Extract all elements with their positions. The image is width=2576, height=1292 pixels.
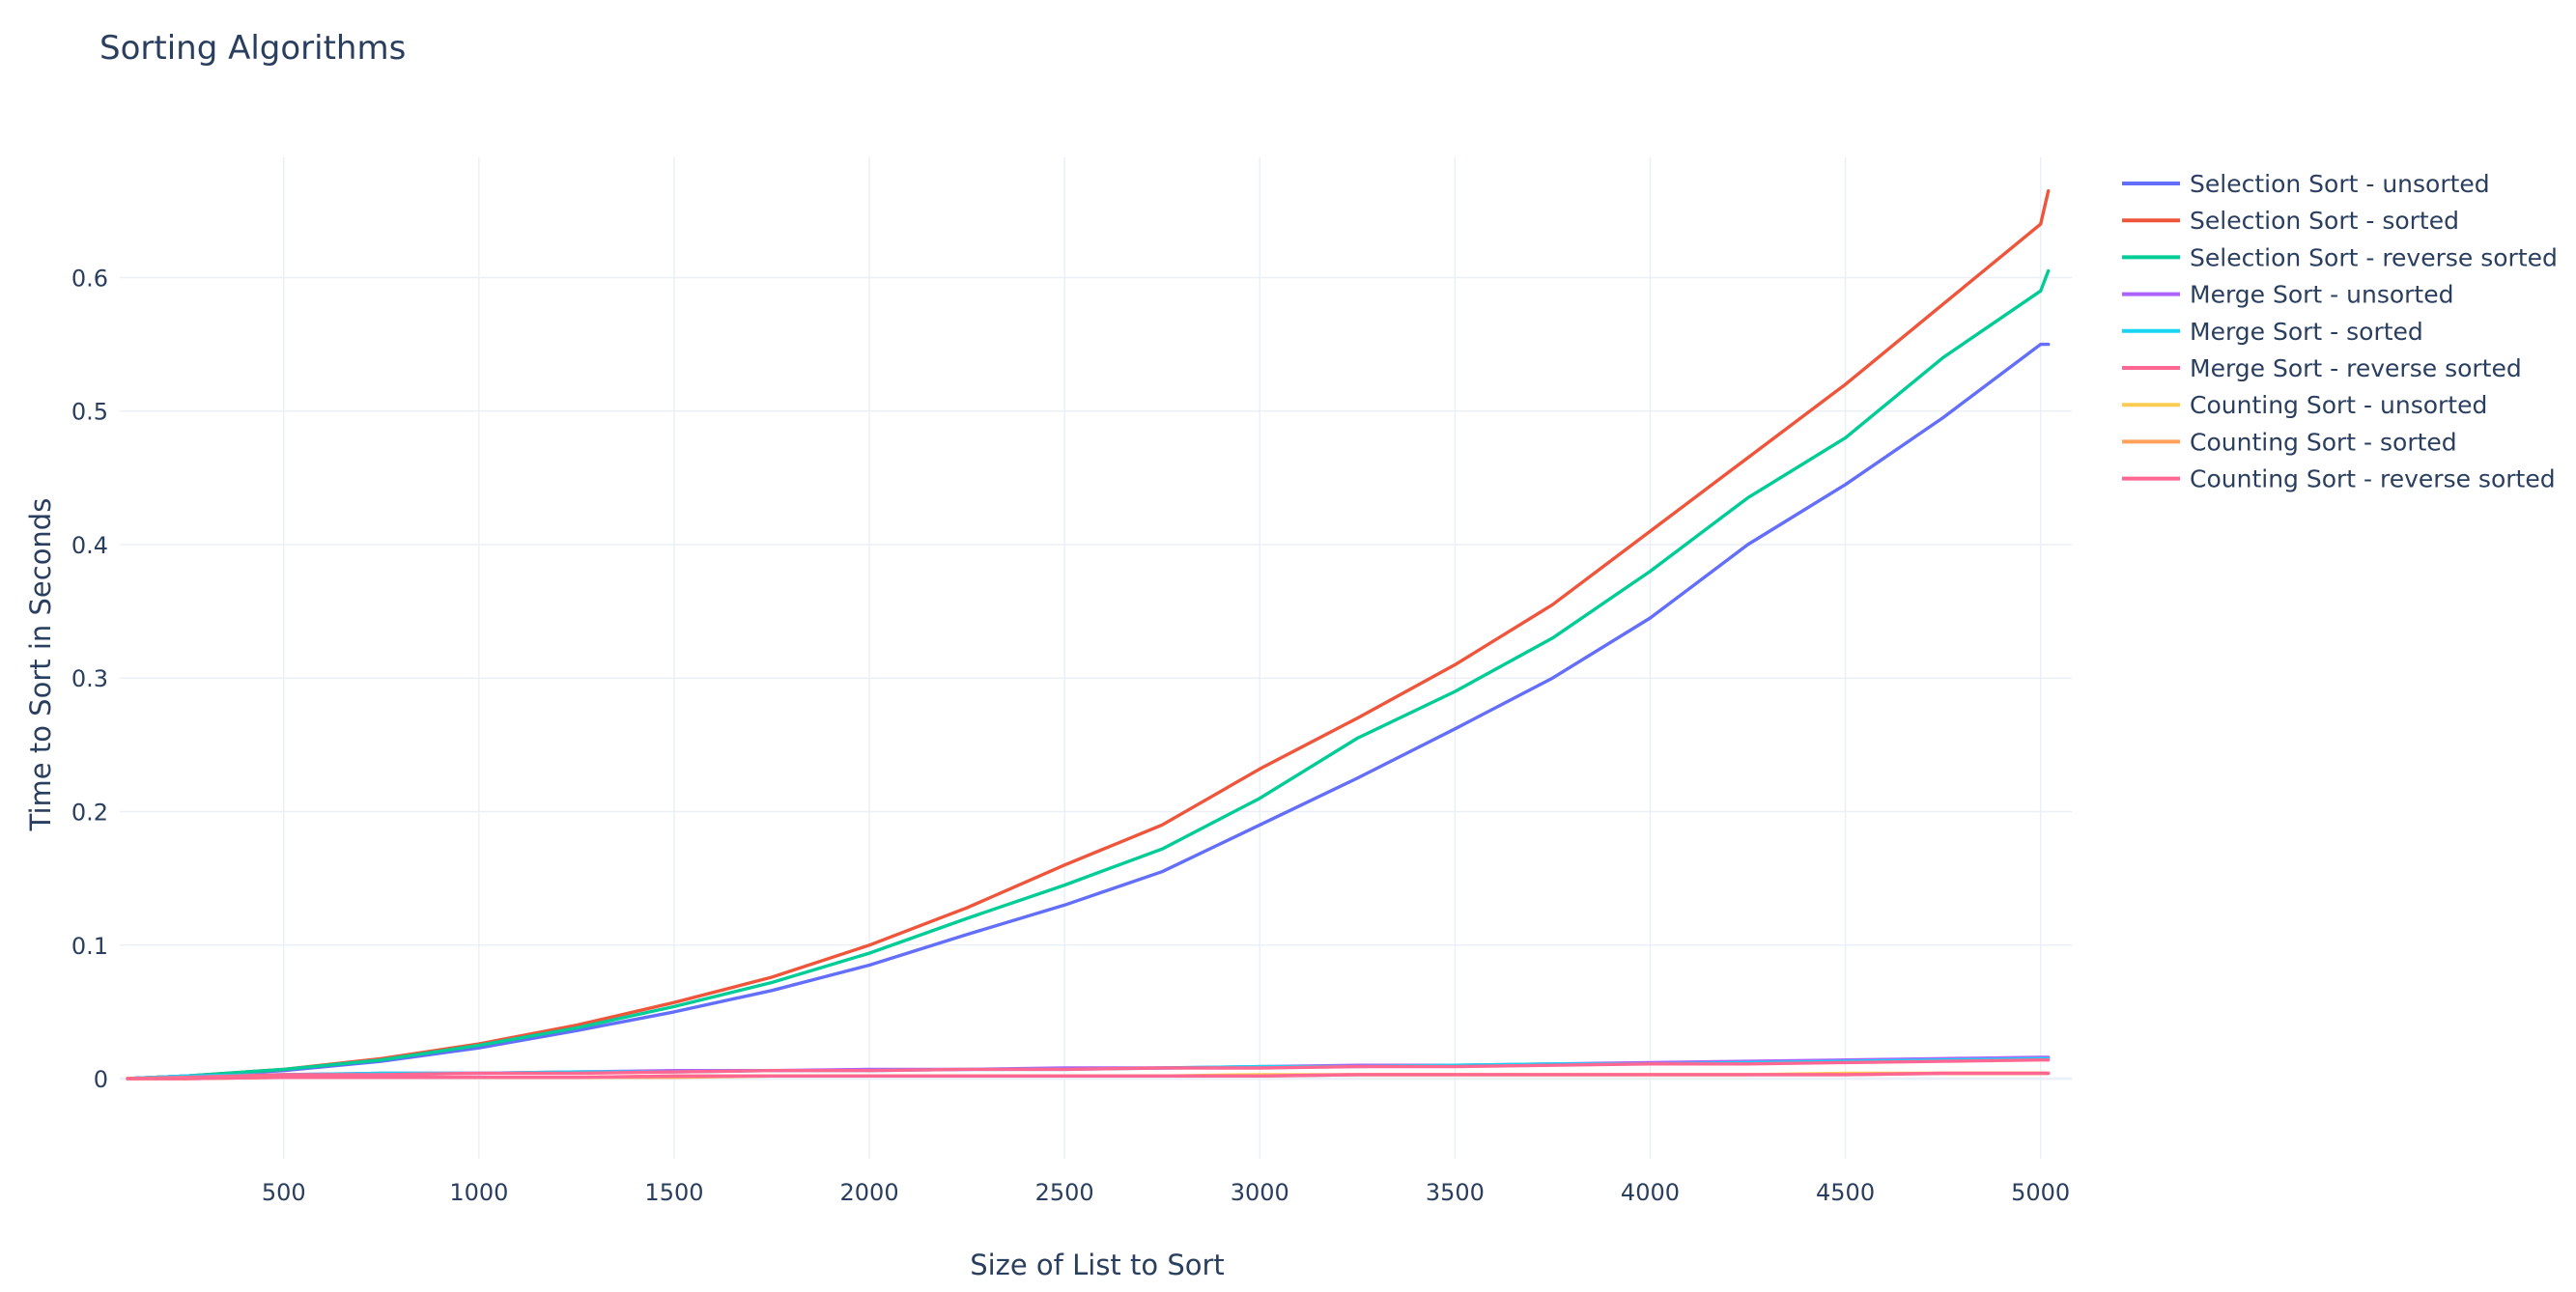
x-axis-title: Size of List to Sort xyxy=(970,1249,1225,1281)
x-tick-label: 1500 xyxy=(644,1179,703,1206)
x-tick-label: 4000 xyxy=(1621,1179,1680,1206)
y-axis-title: Time to Sort in Seconds xyxy=(24,498,57,832)
x-tick-label: 2500 xyxy=(1035,1179,1094,1206)
legend: Selection Sort - unsorted Selection Sort … xyxy=(2122,170,2558,493)
legend-item-label: Merge Sort - reverse sorted xyxy=(2190,354,2522,382)
legend-item-label: Selection Sort - sorted xyxy=(2190,207,2459,235)
legend-item-label: Selection Sort - unsorted xyxy=(2190,170,2490,198)
series-line-6 xyxy=(126,1057,2051,1081)
y-tick-label: 0.2 xyxy=(71,800,108,827)
y-tick-label: 0 xyxy=(94,1066,108,1093)
series-line-9 xyxy=(126,1071,2051,1081)
grid xyxy=(120,157,2072,1159)
series-layer xyxy=(126,188,2051,1081)
x-tick-label: 5000 xyxy=(2011,1179,2070,1206)
x-tick-label: 2000 xyxy=(840,1179,899,1206)
x-axis-ticks: 500 1000 1500 2000 2500 3000 3500 4000 4500 5000 xyxy=(262,1179,2070,1206)
legend-item-label: Counting Sort - reverse sorted xyxy=(2190,465,2556,493)
y-tick-label: 0.5 xyxy=(71,399,108,426)
series-line-3 xyxy=(126,268,2051,1081)
y-tick-label: 0.6 xyxy=(71,265,108,292)
legend-item-label: Counting Sort - sorted xyxy=(2190,428,2457,456)
legend-item-label: Selection Sort - reverse sorted xyxy=(2190,243,2558,271)
x-tick-label: 3000 xyxy=(1231,1179,1289,1206)
x-tick-label: 3500 xyxy=(1426,1179,1485,1206)
x-tick-label: 1000 xyxy=(449,1179,508,1206)
chart-title: Sorting Algorithms xyxy=(99,29,406,68)
legend-item-label: Counting Sort - unsorted xyxy=(2190,391,2487,419)
x-tick-label: 500 xyxy=(262,1179,306,1206)
y-tick-label: 0.1 xyxy=(71,933,108,960)
legend-item-label: Merge Sort - unsorted xyxy=(2190,281,2454,309)
y-tick-label: 0.4 xyxy=(71,532,108,559)
y-axis-ticks: 0 0.1 0.2 0.3 0.4 0.5 0.6 xyxy=(71,265,108,1093)
series-line-1 xyxy=(126,342,2051,1081)
legend-item-label: Merge Sort - sorted xyxy=(2190,318,2423,346)
y-tick-label: 0.3 xyxy=(71,665,108,692)
x-tick-label: 4500 xyxy=(1816,1179,1875,1206)
